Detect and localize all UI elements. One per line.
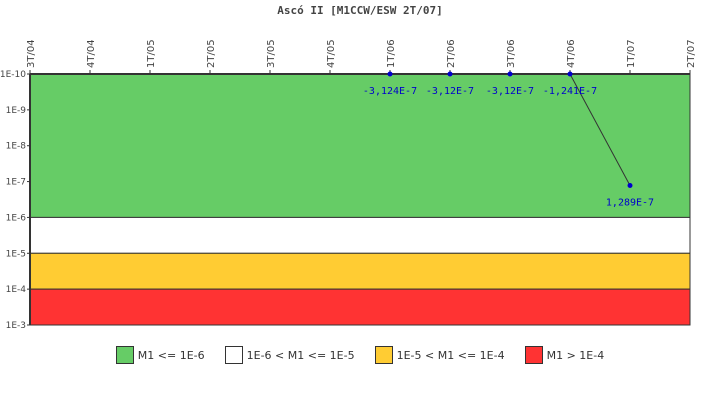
- x-tick-label: 3T/04: [26, 39, 37, 68]
- data-label: -1,241E-7: [543, 86, 597, 97]
- x-tick-label: 2T/07: [686, 39, 697, 68]
- x-tick-label: 2T/06: [446, 39, 457, 68]
- y-tick-label: 1E-8: [6, 142, 27, 152]
- data-point: [447, 71, 453, 77]
- legend-item: M1 > 1E-4: [524, 346, 605, 364]
- x-tick-label: 2T/05: [206, 39, 217, 68]
- x-tick-label: 4T/04: [86, 39, 97, 68]
- data-label: -3,12E-7: [486, 86, 534, 97]
- data-label: -3,124E-7: [363, 86, 417, 97]
- legend-item: 1E-5 < M1 <= 1E-4: [374, 346, 505, 364]
- y-tick-label: 1E-9: [6, 106, 27, 116]
- x-tick-label: 1T/05: [146, 39, 157, 68]
- legend-label: M1 <= 1E-6: [137, 348, 205, 362]
- band-1: [29, 216, 691, 254]
- legend-label: 1E-6 < M1 <= 1E-5: [246, 348, 355, 362]
- data-point: [567, 71, 573, 77]
- legend-item: 1E-6 < M1 <= 1E-5: [224, 346, 355, 364]
- legend-swatch: [374, 346, 393, 364]
- y-tick-label: 1E-6: [6, 213, 27, 223]
- y-tick-label: 1E-5: [6, 249, 26, 259]
- x-tick-label: 1T/07: [626, 39, 637, 68]
- y-tick-label: 1E-4: [6, 285, 27, 295]
- data-label: 1,289E-7: [606, 198, 654, 209]
- chart-title: Ascó II [M1CCW/ESW 2T/07]: [277, 4, 443, 17]
- data-point: [387, 71, 393, 77]
- legend-item: M1 <= 1E-6: [115, 346, 205, 364]
- y-tick-label: 1E-7: [6, 178, 26, 188]
- data-point: [627, 183, 633, 189]
- x-tick-label: 4T/06: [566, 39, 577, 68]
- legend-swatch: [224, 346, 243, 364]
- legend-swatch: [115, 346, 134, 364]
- chart-legend: M1 <= 1E-6 1E-6 < M1 <= 1E-5 1E-5 < M1 <= …: [0, 346, 720, 364]
- data-point: [507, 71, 513, 77]
- legend-swatch: [524, 346, 543, 364]
- y-tick-label: 1E-10: [0, 70, 26, 80]
- x-tick-label: 3T/05: [266, 39, 277, 68]
- y-tick-label: 1E-3: [6, 321, 26, 331]
- band-3: [29, 288, 691, 326]
- x-tick-label: 4T/05: [326, 39, 337, 68]
- band-2: [29, 252, 691, 290]
- chart-plot: 1E-10 1E-9 1E-8 1E-7 1E-6 1E-5 1E-4 1E-3 3T/04 4T…: [0, 39, 697, 331]
- data-label: -3,12E-7: [426, 86, 474, 97]
- x-tick-label: 1T/06: [386, 39, 397, 68]
- x-tick-label: 3T/06: [506, 39, 517, 68]
- legend-label: 1E-5 < M1 <= 1E-4: [396, 348, 505, 362]
- legend-label: M1 > 1E-4: [546, 348, 605, 362]
